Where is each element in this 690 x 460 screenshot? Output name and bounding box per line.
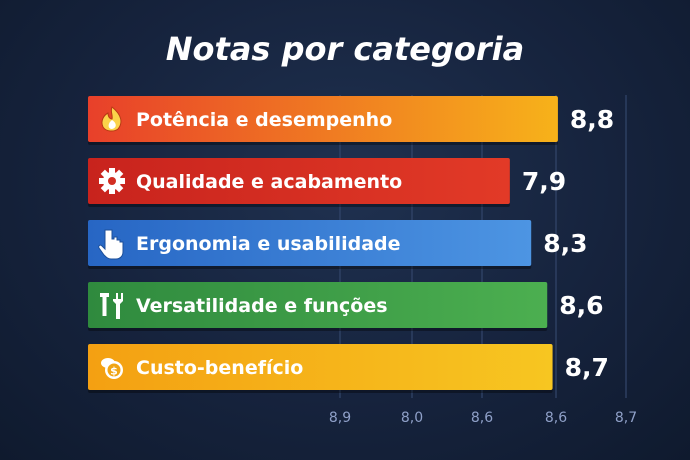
svg-text:$: $ (110, 365, 118, 378)
bar-row: Qualidade e acabamento 7,9 (88, 158, 566, 207)
bar-value-label: 8,3 (543, 229, 587, 258)
bar-value-label: 8,8 (570, 105, 614, 134)
bar-row: Ergonomia e usabilidade 8,3 (88, 220, 588, 269)
bar-row: $ Custo-benefício 8,7 (88, 344, 609, 393)
x-tick-label: 8,9 (329, 410, 351, 426)
bar (88, 158, 510, 204)
bar-category-label: Versatilidade e funções (136, 295, 388, 317)
fire-icon (101, 106, 122, 132)
tools-icon (100, 293, 123, 319)
bar (88, 282, 548, 328)
x-tick-label: 8,6 (545, 410, 567, 426)
chart-title: Notas por categoria (166, 30, 524, 68)
gear-icon (99, 168, 125, 194)
bar (88, 344, 553, 390)
bar (88, 96, 558, 142)
x-tick-label: 8,0 (401, 410, 423, 426)
bar-category-label: Ergonomia e usabilidade (136, 233, 401, 255)
bar-row: Versatilidade e funções 8,6 (88, 282, 604, 331)
x-tick-label: 8,6 (471, 410, 493, 426)
bar-row: Potência e desempenho 8,8 (88, 96, 614, 145)
bar (88, 220, 532, 266)
x-tick-label: 8,7 (615, 410, 637, 426)
bar-value-label: 8,6 (559, 291, 603, 320)
x-axis-ticks: 8,9 8,0 8,6 8,6 8,7 (329, 410, 637, 426)
bar-category-label: Qualidade e acabamento (136, 171, 402, 193)
money-bag-icon: $ (101, 358, 123, 379)
pointer-hand-icon (98, 229, 124, 260)
bar-value-label: 7,9 (522, 167, 566, 196)
bar-value-label: 8,7 (565, 353, 609, 382)
bar-category-label: Potência e desempenho (136, 109, 392, 131)
bar-category-label: Custo-benefício (136, 357, 303, 379)
